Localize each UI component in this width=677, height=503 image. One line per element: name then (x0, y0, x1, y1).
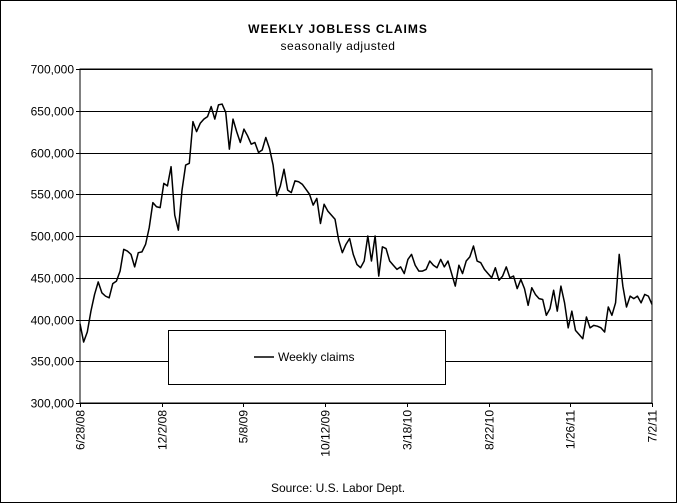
y-tick-label: 500,000 (31, 230, 75, 244)
x-tick-label: 8/22/10 (483, 410, 497, 450)
x-tick-label: 5/8/09 (237, 410, 251, 444)
series-line (79, 103, 653, 343)
x-tick-label: 3/18/10 (401, 410, 415, 450)
y-tick-label: 450,000 (31, 272, 75, 286)
x-tick-label: 7/2/11 (646, 410, 660, 443)
chart-title: WEEKLY JOBLESS CLAIMS (248, 22, 428, 36)
y-tick-label: 350,000 (31, 355, 75, 369)
y-tick-label: 400,000 (31, 314, 75, 328)
source: Source: U.S. Labor Dept. (271, 481, 405, 495)
x-tick-label: 10/12/09 (319, 410, 333, 457)
y-tick-label: 300,000 (31, 397, 75, 411)
y-tick-label: 650,000 (31, 105, 75, 119)
x-tick-label: 1/26/11 (564, 410, 578, 449)
y-tick-label: 600,000 (31, 147, 75, 161)
y-tick-label: 550,000 (31, 188, 75, 202)
y-tick-label: 700,000 (31, 63, 75, 77)
x-tick-label: 12/2/08 (156, 410, 170, 450)
legend-box (168, 330, 446, 385)
chart-subtitle: seasonally adjusted (281, 39, 396, 53)
x-tick-label: 6/28/08 (74, 410, 88, 450)
legend-label: Weekly claims (278, 350, 354, 364)
